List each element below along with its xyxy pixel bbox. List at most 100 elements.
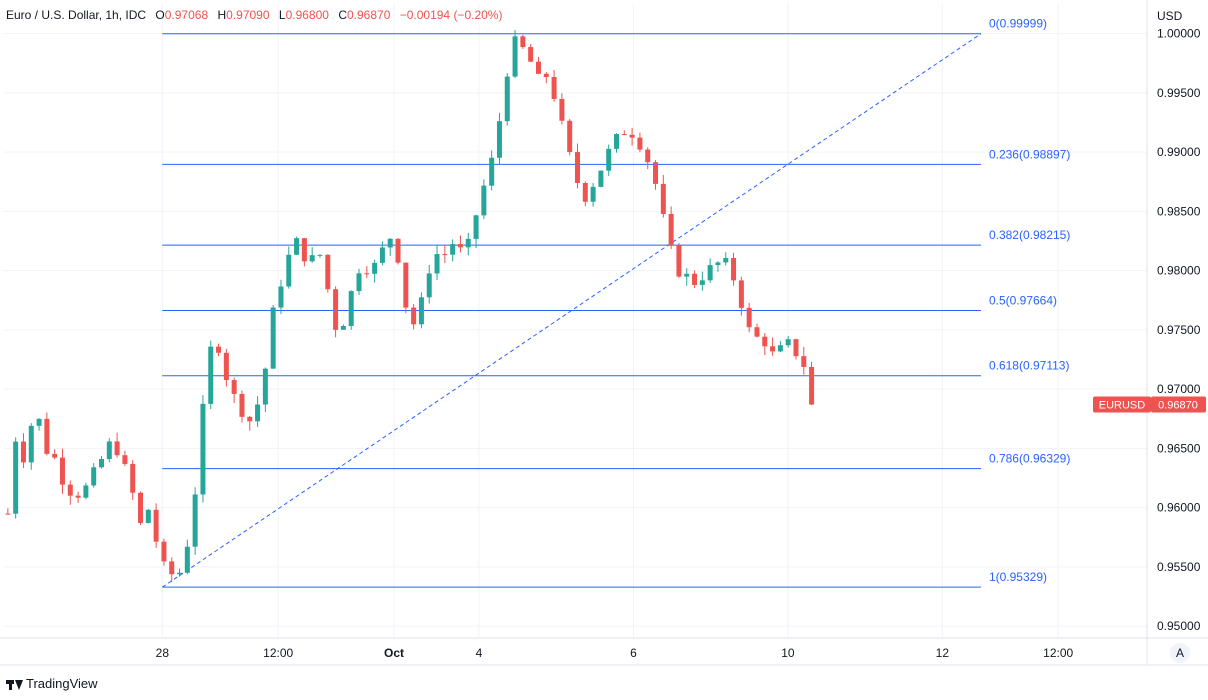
fibonacci-retracement: 0(0.99999) 0.236(0.98897) 0.382(0.98215) 0.…: [162, 17, 1070, 588]
candle-body: [294, 238, 300, 255]
auto-scale-button[interactable]: A: [1170, 643, 1190, 663]
candle-body: [364, 273, 370, 275]
candle-body: [684, 273, 690, 277]
candle-body: [379, 247, 385, 263]
fib-level-label: 0.618(0.97113): [989, 359, 1070, 373]
candle-body: [746, 307, 752, 328]
candle-body: [567, 120, 573, 153]
candle-body: [801, 356, 807, 367]
candle-body: [442, 254, 448, 256]
candle-body: [715, 262, 721, 266]
time-axis-labels: 28 12:00 Oct 4 6 10 12 12:00: [156, 646, 1074, 660]
candle-body: [418, 297, 424, 325]
low-value: 0.96800: [285, 8, 329, 22]
candlestick-series: [5, 30, 815, 583]
candle-body: [504, 76, 510, 122]
candle-body: [551, 77, 557, 99]
candle-body: [200, 403, 206, 495]
candle-body: [598, 170, 604, 187]
tradingview-branding[interactable]: TradingView: [6, 676, 98, 691]
candle-body: [44, 418, 50, 454]
candle-body: [177, 572, 183, 575]
time-tick-label: 6: [630, 646, 637, 660]
candle-body: [387, 238, 393, 248]
time-tick-label: 12: [936, 646, 950, 660]
candle-body: [450, 244, 456, 255]
candle-body: [574, 152, 580, 183]
price-tick-label: 0.98000: [1157, 264, 1201, 278]
candle-body: [161, 541, 167, 562]
candle-body: [653, 162, 659, 184]
candle-body: [520, 36, 526, 48]
candle-body: [36, 418, 42, 426]
candle-body: [255, 404, 261, 422]
candle-body: [317, 254, 323, 256]
candle-body: [75, 495, 81, 498]
close-value: 0.96870: [346, 8, 391, 22]
candle-body: [91, 467, 97, 486]
price-tick-label: 0.96000: [1157, 501, 1201, 515]
candle-body: [785, 339, 791, 346]
symbol-badge-bg: [1093, 396, 1151, 413]
symbol-title[interactable]: Euro / U.S. Dollar, 1h, IDC: [6, 8, 147, 22]
time-tick-label: 10: [781, 646, 795, 660]
candle-body: [301, 238, 307, 262]
candle-body: [738, 280, 744, 308]
candle-body: [239, 393, 245, 417]
candle-body: [434, 254, 440, 274]
candle-body: [83, 485, 89, 498]
candle-body: [614, 134, 620, 149]
high-value: 0.97090: [226, 8, 270, 22]
fib-trend-line: [162, 33, 982, 588]
time-tick-label: Oct: [384, 646, 404, 660]
candle-body: [668, 213, 674, 246]
candle-body: [192, 494, 198, 547]
candle-body: [637, 137, 643, 150]
price-badge-text: 0.96870: [1158, 400, 1198, 412]
candle-body: [262, 368, 268, 405]
price-tick-label: 0.99500: [1157, 86, 1201, 100]
candle-body: [208, 346, 214, 404]
candle-body: [309, 255, 315, 262]
fib-level-label: 0(0.99999): [989, 17, 1047, 31]
price-tick-label: 0.97500: [1157, 323, 1201, 337]
candle-body: [590, 186, 596, 202]
candle-body: [777, 345, 783, 352]
candle-body: [473, 215, 479, 239]
candle-body: [5, 513, 11, 515]
candle-body: [621, 134, 627, 136]
candle-body: [699, 280, 705, 285]
branding-text: TradingView: [26, 676, 98, 691]
candle-body: [59, 457, 65, 485]
candle-body: [372, 262, 378, 274]
time-tick-label: 12:00: [1043, 646, 1073, 660]
candle-body: [67, 484, 73, 496]
candle-body: [13, 441, 19, 514]
candle-body: [543, 73, 549, 78]
candle-body: [348, 291, 354, 327]
candle-body: [138, 492, 144, 523]
candle-body: [247, 416, 253, 422]
candle-body: [216, 346, 222, 353]
candle-body: [629, 134, 635, 138]
candle-body: [770, 346, 776, 352]
candle-body: [395, 238, 401, 263]
candle-body: [122, 455, 128, 464]
candle-body: [692, 273, 698, 285]
candle-body: [457, 244, 463, 248]
candle-body: [606, 148, 612, 171]
candle-body: [184, 546, 190, 573]
candle-body: [762, 336, 768, 347]
price-badge-bg: [1151, 396, 1206, 413]
candle-body: [325, 254, 331, 290]
time-tick-label: 28: [156, 646, 170, 660]
open-value: 0.97068: [164, 8, 209, 22]
candle-body: [145, 509, 151, 523]
candle-body: [286, 254, 292, 287]
fib-level-label: 0.382(0.98215): [989, 228, 1070, 242]
chart-axes: [0, 0, 1208, 666]
candle-body: [723, 257, 729, 263]
last-price-badge: EURUSD 0.96870: [1093, 396, 1206, 413]
candle-body: [28, 425, 34, 463]
